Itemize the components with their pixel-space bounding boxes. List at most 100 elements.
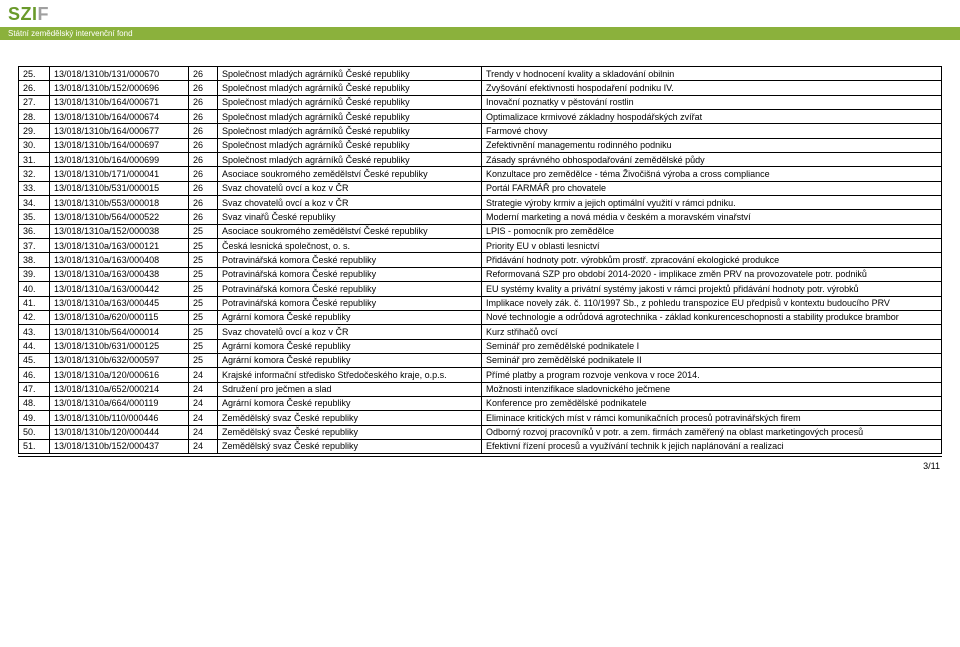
score: 26 xyxy=(189,153,218,167)
table-row: 51.13/018/1310b/152/00043724Zemědělský s… xyxy=(19,439,942,453)
registration-number: 13/018/1310a/620/000115 xyxy=(50,310,189,324)
applicant: Svaz chovatelů ovcí a koz v ČR xyxy=(218,181,482,195)
table-row: 49.13/018/1310b/110/00044624Zemědělský s… xyxy=(19,411,942,425)
score: 24 xyxy=(189,396,218,410)
project-title: Zvyšování efektivnosti hospodaření podni… xyxy=(482,81,942,95)
table-row: 43.13/018/1310b/564/00001425Svaz chovate… xyxy=(19,325,942,339)
applicant: Svaz chovatelů ovcí a koz v ČR xyxy=(218,196,482,210)
project-title: Efektivní řízení procesů a využívání tec… xyxy=(482,439,942,453)
row-index: 45. xyxy=(19,353,50,367)
registration-number: 13/018/1310a/163/000445 xyxy=(50,296,189,310)
row-index: 43. xyxy=(19,325,50,339)
table-row: 25.13/018/1310b/131/00067026Společnost m… xyxy=(19,67,942,81)
table-row: 50.13/018/1310b/120/00044424Zemědělský s… xyxy=(19,425,942,439)
project-title: Priority EU v oblasti lesnictví xyxy=(482,239,942,253)
table-row: 44.13/018/1310b/631/00012525Agrární komo… xyxy=(19,339,942,353)
project-title: Optimalizace krmivové základny hospodářs… xyxy=(482,110,942,124)
project-title: Reformovaná SZP pro období 2014-2020 - i… xyxy=(482,267,942,281)
registration-number: 13/018/1310b/632/000597 xyxy=(50,353,189,367)
registration-number: 13/018/1310b/564/000014 xyxy=(50,325,189,339)
applicant: Agrární komora České republiky xyxy=(218,353,482,367)
registration-number: 13/018/1310b/152/000696 xyxy=(50,81,189,95)
project-title: EU systémy kvality a privátní systémy ja… xyxy=(482,282,942,296)
row-index: 31. xyxy=(19,153,50,167)
registration-number: 13/018/1310a/163/000121 xyxy=(50,239,189,253)
table-row: 46.13/018/1310a/120/00061624Krajské info… xyxy=(19,368,942,382)
score: 25 xyxy=(189,353,218,367)
row-index: 46. xyxy=(19,368,50,382)
applicant: Česká lesnická společnost, o. s. xyxy=(218,239,482,253)
table-row: 40.13/018/1310a/163/00044225Potravinářsk… xyxy=(19,282,942,296)
applicant: Asociace soukromého zemědělství České re… xyxy=(218,167,482,181)
logo: SZIF xyxy=(8,4,49,25)
applicant: Sdružení pro ječmen a slad xyxy=(218,382,482,396)
registration-number: 13/018/1310b/164/000677 xyxy=(50,124,189,138)
table-row: 42.13/018/1310a/620/00011525Agrární komo… xyxy=(19,310,942,324)
registration-number: 13/018/1310b/171/000041 xyxy=(50,167,189,181)
score: 24 xyxy=(189,439,218,453)
score: 25 xyxy=(189,296,218,310)
applicant: Agrární komora České republiky xyxy=(218,339,482,353)
table-row: 45.13/018/1310b/632/00059725Agrární komo… xyxy=(19,353,942,367)
project-title: Implikace novely zák. č. 110/1997 Sb., z… xyxy=(482,296,942,310)
score: 25 xyxy=(189,267,218,281)
registration-number: 13/018/1310a/652/000214 xyxy=(50,382,189,396)
applicant: Zemědělský svaz České republiky xyxy=(218,425,482,439)
project-title: Konference pro zemědělské podnikatele xyxy=(482,396,942,410)
pager: 3/11 xyxy=(0,457,960,471)
project-title: Odborný rozvoj pracovníků v potr. a zem.… xyxy=(482,425,942,439)
score: 26 xyxy=(189,124,218,138)
row-index: 48. xyxy=(19,396,50,410)
score: 24 xyxy=(189,368,218,382)
applicant: Svaz chovatelů ovcí a koz v ČR xyxy=(218,325,482,339)
registration-number: 13/018/1310b/164/000674 xyxy=(50,110,189,124)
row-index: 27. xyxy=(19,95,50,109)
table-row: 31.13/018/1310b/164/00069926Společnost m… xyxy=(19,153,942,167)
project-title: Možnosti intenzifikace sladovnického ječ… xyxy=(482,382,942,396)
row-index: 39. xyxy=(19,267,50,281)
row-index: 34. xyxy=(19,196,50,210)
project-title: Nové technologie a odrůdová agrotechnika… xyxy=(482,310,942,324)
table-row: 30.13/018/1310b/164/00069726Společnost m… xyxy=(19,138,942,152)
score: 26 xyxy=(189,67,218,81)
project-title: Portál FARMÁŘ pro chovatele xyxy=(482,181,942,195)
row-index: 28. xyxy=(19,110,50,124)
applicant: Společnost mladých agrárníků České repub… xyxy=(218,81,482,95)
applicant: Potravinářská komora České republiky xyxy=(218,296,482,310)
registration-number: 13/018/1310b/531/000015 xyxy=(50,181,189,195)
applicant: Společnost mladých agrárníků České repub… xyxy=(218,95,482,109)
row-index: 30. xyxy=(19,138,50,152)
score: 24 xyxy=(189,411,218,425)
project-title: Moderní marketing a nová média v českém … xyxy=(482,210,942,224)
row-index: 29. xyxy=(19,124,50,138)
row-index: 38. xyxy=(19,253,50,267)
score: 25 xyxy=(189,339,218,353)
row-index: 42. xyxy=(19,310,50,324)
score: 26 xyxy=(189,138,218,152)
score: 26 xyxy=(189,167,218,181)
score: 26 xyxy=(189,196,218,210)
row-index: 36. xyxy=(19,224,50,238)
row-index: 51. xyxy=(19,439,50,453)
registration-number: 13/018/1310b/631/000125 xyxy=(50,339,189,353)
row-index: 49. xyxy=(19,411,50,425)
applicant: Společnost mladých agrárníků České repub… xyxy=(218,153,482,167)
row-index: 41. xyxy=(19,296,50,310)
registration-number: 13/018/1310b/164/000697 xyxy=(50,138,189,152)
score: 26 xyxy=(189,81,218,95)
registration-number: 13/018/1310a/163/000408 xyxy=(50,253,189,267)
table-row: 39.13/018/1310a/163/00043825Potravinářsk… xyxy=(19,267,942,281)
registration-number: 13/018/1310a/120/000616 xyxy=(50,368,189,382)
table-row: 47.13/018/1310a/652/00021424Sdružení pro… xyxy=(19,382,942,396)
applicant: Společnost mladých agrárníků České repub… xyxy=(218,110,482,124)
table-row: 35.13/018/1310b/564/00052226Svaz vinařů … xyxy=(19,210,942,224)
registration-number: 13/018/1310b/152/000437 xyxy=(50,439,189,453)
table-row: 38.13/018/1310a/163/00040825Potravinářsk… xyxy=(19,253,942,267)
row-index: 35. xyxy=(19,210,50,224)
table-row: 29.13/018/1310b/164/00067726Společnost m… xyxy=(19,124,942,138)
registration-number: 13/018/1310a/152/000038 xyxy=(50,224,189,238)
table-row: 48.13/018/1310a/664/00011924Agrární komo… xyxy=(19,396,942,410)
row-index: 26. xyxy=(19,81,50,95)
table-row: 36.13/018/1310a/152/00003825Asociace sou… xyxy=(19,224,942,238)
registration-number: 13/018/1310a/163/000438 xyxy=(50,267,189,281)
